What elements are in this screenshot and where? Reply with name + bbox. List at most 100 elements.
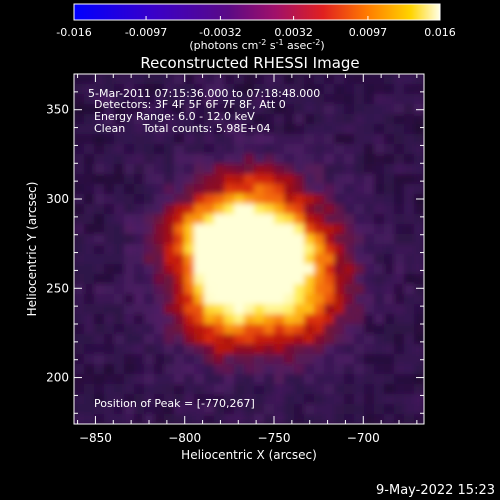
heatmap-cell	[294, 324, 304, 334]
heatmap-cell	[404, 414, 414, 424]
heatmap-cell	[104, 274, 114, 284]
heatmap-cell	[94, 174, 104, 184]
heatmap-cell	[314, 164, 324, 174]
heatmap-cell	[234, 384, 244, 394]
heatmap-cell	[294, 204, 304, 214]
heatmap-cell	[274, 114, 284, 124]
heatmap-cell	[94, 184, 104, 194]
heatmap-cell	[134, 354, 144, 364]
heatmap-cell	[254, 284, 264, 294]
heatmap-cell	[104, 334, 114, 344]
heatmap-cell	[304, 144, 314, 154]
heatmap-cell	[244, 414, 254, 424]
heatmap-cell	[354, 394, 364, 404]
heatmap-cell	[174, 324, 184, 334]
heatmap-cell	[414, 224, 424, 234]
heatmap-cell	[294, 394, 304, 404]
heatmap-cell	[174, 394, 184, 404]
heatmap-cell	[384, 154, 394, 164]
heatmap-cell	[374, 374, 384, 384]
heatmap-cell	[124, 234, 134, 244]
heatmap-cell	[84, 174, 94, 184]
heatmap-cell	[144, 284, 154, 294]
heatmap-cell	[394, 164, 404, 174]
heatmap-cell	[184, 214, 194, 224]
heatmap-cell	[134, 304, 144, 314]
heatmap-cell	[164, 354, 174, 364]
peak-position-label: Position of Peak = [-770,267]	[94, 397, 255, 410]
heatmap-cell	[164, 364, 174, 374]
heatmap-cell	[134, 144, 144, 154]
heatmap-cell	[144, 254, 154, 264]
heatmap-cell	[274, 354, 284, 364]
heatmap-cell	[134, 114, 144, 124]
heatmap-cell	[414, 294, 424, 304]
heatmap-cell	[414, 94, 424, 104]
heatmap-cell	[304, 294, 314, 304]
heatmap-cell	[174, 314, 184, 324]
heatmap-cell	[194, 84, 204, 94]
heatmap-cell	[114, 414, 124, 424]
heatmap-cell	[314, 244, 324, 254]
heatmap-cell	[114, 74, 124, 84]
heatmap-cell	[124, 304, 134, 314]
heatmap-cell	[164, 324, 174, 334]
heatmap-cell	[94, 314, 104, 324]
heatmap-cell	[394, 354, 404, 364]
heatmap-cell	[264, 234, 274, 244]
heatmap-cell	[244, 164, 254, 174]
heatmap-cell	[164, 394, 174, 404]
heatmap-cell	[94, 364, 104, 374]
heatmap-cell	[224, 214, 234, 224]
heatmap-cell	[414, 414, 424, 424]
heatmap-cell	[164, 174, 174, 184]
heatmap-cell	[394, 414, 404, 424]
heatmap-cell	[304, 344, 314, 354]
heatmap-cell	[194, 164, 204, 174]
heatmap-cell	[224, 104, 234, 114]
heatmap-cell	[124, 94, 134, 104]
heatmap-cell	[294, 384, 304, 394]
heatmap-cell	[344, 104, 354, 114]
heatmap-cell	[374, 234, 384, 244]
heatmap-cell	[414, 274, 424, 284]
heatmap-cell	[254, 224, 264, 234]
heatmap-cell	[224, 84, 234, 94]
heatmap-cell	[174, 234, 184, 244]
heatmap-cell	[204, 414, 214, 424]
heatmap-cell	[204, 104, 214, 114]
heatmap-cell	[104, 264, 114, 274]
y-tick-label: 200	[46, 371, 69, 385]
heatmap-cell	[84, 114, 94, 124]
heatmap-cell	[334, 374, 344, 384]
heatmap-cell	[184, 324, 194, 334]
heatmap-cell	[264, 214, 274, 224]
heatmap-cell	[374, 404, 384, 414]
heatmap-cell	[264, 404, 274, 414]
heatmap-cell	[94, 404, 104, 414]
heatmap-cell	[114, 214, 124, 224]
heatmap-cell	[224, 404, 234, 414]
heatmap-cell	[84, 194, 94, 204]
heatmap-cell	[294, 334, 304, 344]
heatmap-cell	[394, 194, 404, 204]
heatmap-cell	[344, 114, 354, 124]
heatmap-cell	[144, 214, 154, 224]
heatmap-cell	[174, 384, 184, 394]
heatmap-cell	[344, 204, 354, 214]
colorbar-tick-label: 0.0032	[274, 26, 313, 39]
heatmap-cell	[104, 164, 114, 174]
heatmap-cell	[74, 304, 84, 314]
heatmap-cell	[344, 244, 354, 254]
heatmap-cell	[244, 314, 254, 324]
heatmap-cell	[144, 174, 154, 184]
heatmap-cell	[104, 194, 114, 204]
heatmap-cell	[274, 84, 284, 94]
heatmap-cell	[334, 144, 344, 154]
heatmap-cell	[364, 354, 374, 364]
heatmap-cell	[314, 344, 324, 354]
heatmap-cell	[114, 404, 124, 414]
heatmap-cell	[164, 344, 174, 354]
heatmap-cell	[344, 154, 354, 164]
heatmap-cell	[194, 374, 204, 384]
